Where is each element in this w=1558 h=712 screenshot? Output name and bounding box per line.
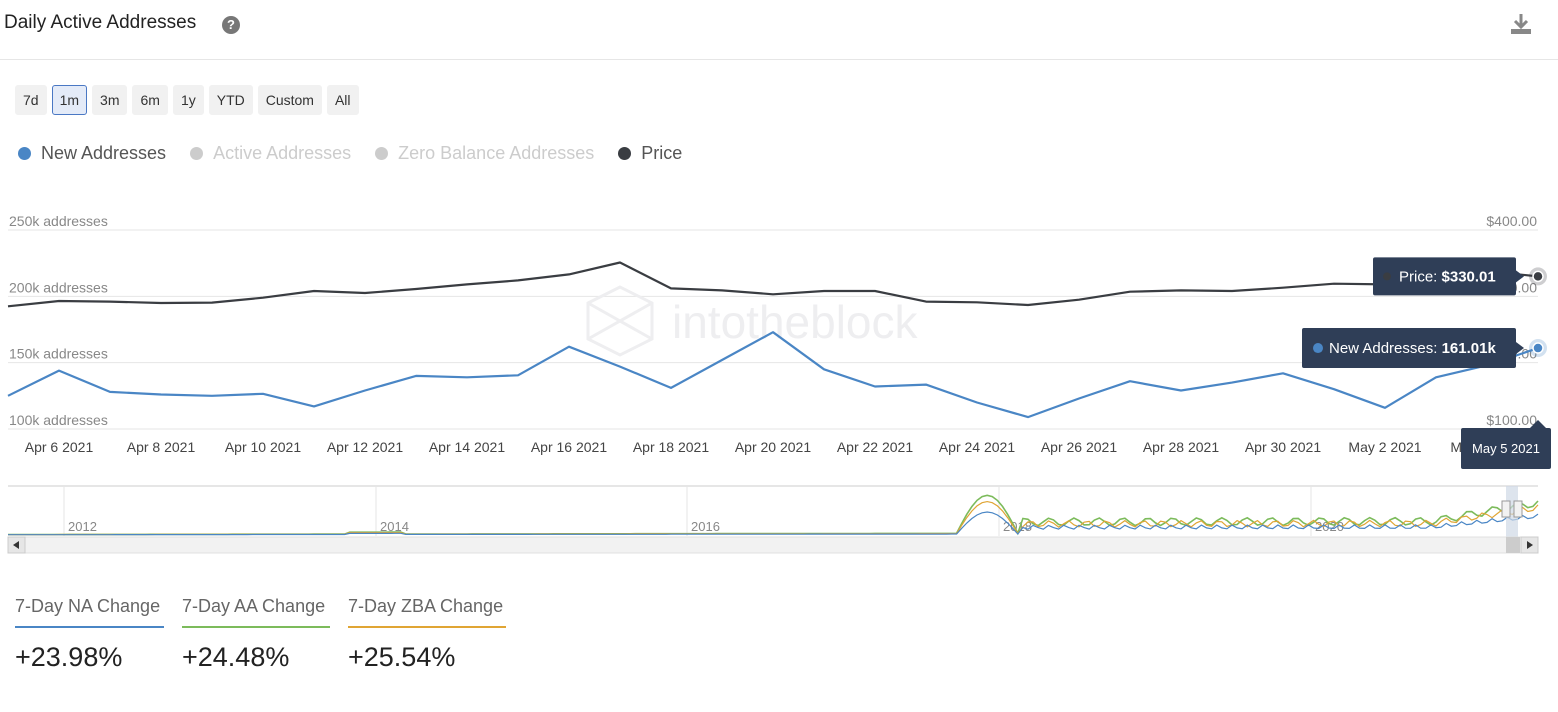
arrow-left-icon xyxy=(13,541,19,549)
x-tick-label: Apr 8 2021 xyxy=(127,439,196,455)
stat-label: 7-Day ZBA Change xyxy=(348,596,506,628)
navigator-handle-left[interactable] xyxy=(1501,500,1511,518)
legend-label: Price xyxy=(641,143,683,163)
legend-item-new-addresses[interactable]: New Addresses xyxy=(18,143,166,164)
scrollbar-track[interactable] xyxy=(7,536,1539,554)
legend-dot-icon xyxy=(375,147,389,160)
navigator-year-label: 2012 xyxy=(68,519,97,534)
legend-dot-icon xyxy=(618,147,632,160)
y-right-tick-label: $400.00 xyxy=(1486,213,1537,229)
tooltip-date-text: May 5 2021 xyxy=(1472,441,1540,456)
legend-label: New Addresses xyxy=(41,143,167,163)
legend-label: Zero Balance Addresses xyxy=(398,143,595,163)
tooltip-na-marker xyxy=(1313,343,1323,354)
legend-dot-icon xyxy=(18,147,31,160)
x-tick-label: Apr 16 2021 xyxy=(531,439,607,455)
x-tick-label: Apr 30 2021 xyxy=(1245,439,1321,455)
series-line-price xyxy=(7,261,1539,308)
navigator-series-active-addresses xyxy=(8,494,1539,536)
legend-item-price[interactable]: Price xyxy=(618,143,682,164)
watermark: intotheblock xyxy=(672,296,918,348)
y-left-tick-label: 250k addresses xyxy=(9,213,108,229)
help-icon[interactable]: ? xyxy=(222,16,240,34)
chart-legend: New Addresses Active Addresses Zero Bala… xyxy=(18,143,706,164)
stat-label: 7-Day AA Change xyxy=(182,596,330,628)
range-button-1y[interactable]: 1y xyxy=(172,85,204,115)
stat-value: +25.54% xyxy=(348,642,456,672)
range-button-3m[interactable]: 3m xyxy=(92,85,128,115)
range-button-all[interactable]: All xyxy=(326,85,359,115)
legend-dot-icon xyxy=(190,147,204,160)
range-button-1m[interactable]: 1m xyxy=(51,85,88,115)
navigator[interactable]: 2012 2014 2016 2018 2020 xyxy=(0,480,1558,556)
widget-header: Daily Active Addresses ? xyxy=(0,0,1558,60)
range-selector: 7d 1m 3m 6m 1y YTD Custom All xyxy=(15,85,359,115)
range-button-ytd[interactable]: YTD xyxy=(208,85,253,115)
arrow-right-icon xyxy=(1527,541,1533,549)
stat-value: +24.48% xyxy=(182,642,290,672)
y-left-tick-label: 200k addresses xyxy=(9,279,108,295)
stats-row: 7-Day NA Change +23.98% 7-Day AA Change … xyxy=(15,596,506,673)
legend-label: Active Addresses xyxy=(213,143,352,163)
legend-item-zero-balance-addresses[interactable]: Zero Balance Addresses xyxy=(375,143,594,164)
tooltip-arrow xyxy=(1516,270,1524,283)
series-line-new-addresses xyxy=(7,331,1539,419)
watermark-logo-icon xyxy=(586,285,654,357)
hover-point-new-addresses xyxy=(1532,342,1544,354)
x-tick-label: Apr 20 2021 xyxy=(735,439,811,455)
stat-na-change: 7-Day NA Change +23.98% xyxy=(15,596,164,673)
y-left-tick-label: 150k addresses xyxy=(9,346,108,362)
navigator-series-new-addresses xyxy=(8,511,1539,536)
x-tick-label: May 2 2021 xyxy=(1348,439,1421,455)
x-tick-label: Apr 14 2021 xyxy=(429,439,505,455)
y-left-tick-label: 100k addresses xyxy=(9,412,108,428)
range-button-6m[interactable]: 6m xyxy=(132,85,168,115)
stat-value: +23.98% xyxy=(15,642,123,672)
range-button-7d[interactable]: 7d xyxy=(15,85,47,115)
legend-item-active-addresses[interactable]: Active Addresses xyxy=(190,143,351,164)
tooltip-price xyxy=(1373,257,1516,296)
navigator-handle-right[interactable] xyxy=(1513,500,1523,518)
navigator-year-label: 2018 xyxy=(1003,519,1032,534)
tooltip-arrow xyxy=(1516,342,1524,355)
x-tick-label: Apr 12 2021 xyxy=(327,439,403,455)
tooltip-new-addresses xyxy=(1302,328,1516,369)
y-right-tick-label: $100.00 xyxy=(1486,412,1537,428)
tooltip-date xyxy=(1461,428,1551,469)
x-tick-label: Apr 24 2021 xyxy=(939,439,1015,455)
tooltip-price-marker xyxy=(1383,272,1391,281)
navigator-year-label: 2014 xyxy=(380,519,409,534)
download-icon[interactable] xyxy=(1509,12,1533,36)
scrollbar-thumb[interactable] xyxy=(1506,537,1520,553)
tooltip-price-text: Price: $330.01 xyxy=(1399,268,1496,285)
hover-point-price xyxy=(1532,270,1544,283)
x-tick-label: Apr 22 2021 xyxy=(837,439,913,455)
tooltip-na-text: New Addresses: 161.01k xyxy=(1329,340,1496,357)
x-tick-label: Apr 26 2021 xyxy=(1041,439,1117,455)
navigator-year-label: 2016 xyxy=(691,519,720,534)
widget-title: Daily Active Addresses xyxy=(4,12,197,33)
x-tick-label: Apr 6 2021 xyxy=(25,439,94,455)
x-tick-label: Apr 28 2021 xyxy=(1143,439,1219,455)
x-tick-label: Apr 10 2021 xyxy=(225,439,301,455)
stat-label: 7-Day NA Change xyxy=(15,596,164,628)
tooltip-arrow xyxy=(1530,420,1546,428)
x-tick-label: Apr 18 2021 xyxy=(633,439,709,455)
navigator-series-zero-balance xyxy=(8,500,1539,536)
stat-zba-change: 7-Day ZBA Change +25.54% xyxy=(348,596,506,673)
stat-aa-change: 7-Day AA Change +24.48% xyxy=(182,596,330,673)
range-button-custom[interactable]: Custom xyxy=(257,85,322,115)
